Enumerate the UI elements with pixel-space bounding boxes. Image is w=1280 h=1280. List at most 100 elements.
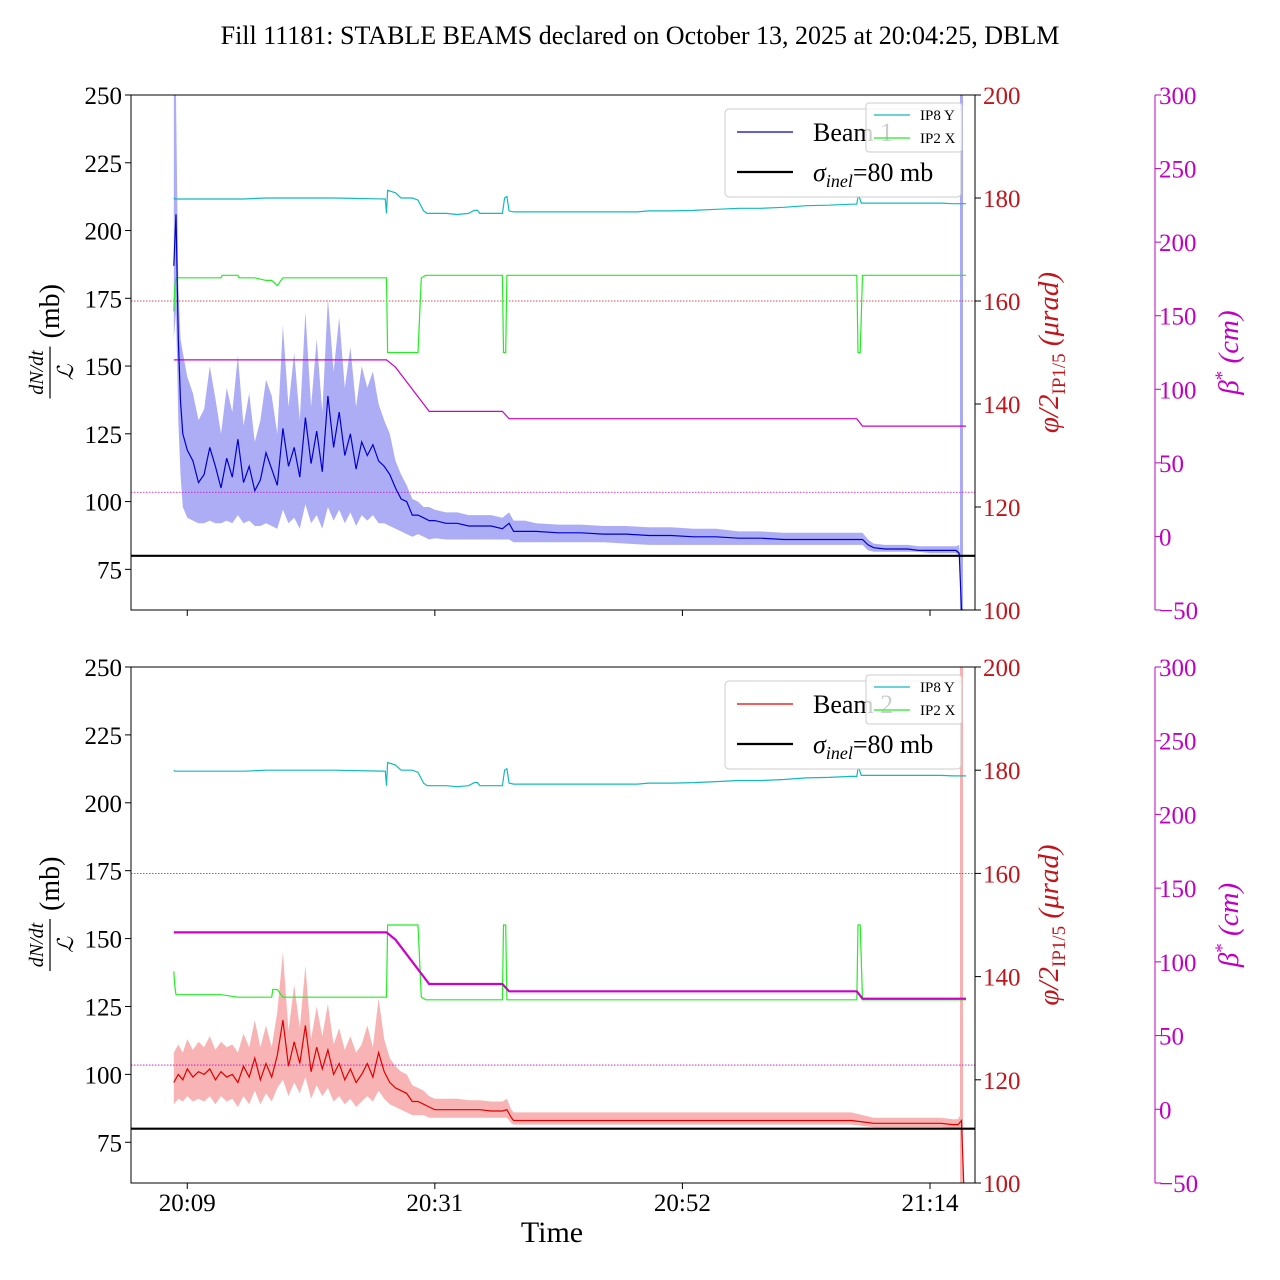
ylabel-right2-main: β bbox=[1213, 952, 1245, 968]
ytick-right2-label: 100 bbox=[1159, 377, 1197, 404]
ytick-right2-label: 100 bbox=[1159, 950, 1197, 977]
ytick-left-label: 100 bbox=[85, 490, 123, 517]
series-beta bbox=[173, 359, 966, 427]
series-rate bbox=[173, 214, 964, 610]
ytick-right1-label: 120 bbox=[983, 1068, 1021, 1095]
ylabel-right2-text: β* (cm) bbox=[1212, 883, 1245, 968]
beam-band bbox=[173, 95, 964, 610]
xtick-label: 20:09 bbox=[159, 1190, 216, 1217]
series-beta bbox=[173, 931, 966, 1000]
ytick-right1-label: 160 bbox=[983, 861, 1021, 888]
ytick-right2-label: 0 bbox=[1159, 524, 1172, 551]
figure-title: Fill 11181: STABLE BEAMS declared on Oct… bbox=[221, 21, 1060, 50]
ytick-right1-label: 180 bbox=[983, 186, 1021, 213]
ylabel-right1-sub: IP1/5 bbox=[1049, 353, 1070, 394]
ytick-left-label: 250 bbox=[85, 83, 123, 110]
ylabel-numerator: dN/dt bbox=[26, 922, 48, 967]
legend-sigma-sym: σ bbox=[813, 730, 827, 759]
ytick-left-label: 100 bbox=[85, 1062, 123, 1089]
plot-frame bbox=[130, 94, 976, 611]
ytick-right2-label: 300 bbox=[1159, 83, 1197, 110]
ytick-left-label: 75 bbox=[97, 557, 122, 584]
y-axis-label-right1: φ/2IP1/5 (μrad) bbox=[1033, 844, 1070, 1005]
legend-ip2-label: IP2 X bbox=[920, 703, 956, 719]
legend-sigma-sub: inel bbox=[826, 743, 853, 763]
ytick-left-label: 175 bbox=[85, 286, 123, 313]
ylabel-right1-unit: (μrad) bbox=[1033, 272, 1065, 353]
ytick-left-label: 125 bbox=[85, 994, 123, 1021]
legend-sigma-rest: =80 mb bbox=[853, 158, 933, 187]
ytick-left-label: 250 bbox=[85, 655, 123, 682]
ytick-left-label: 75 bbox=[97, 1130, 122, 1157]
ytick-left-label: 225 bbox=[85, 151, 123, 178]
ylabel-denominator: ℒ bbox=[53, 936, 78, 953]
legend-sigma-sym: σ bbox=[813, 158, 827, 187]
y-axis-label-left: dN/dt ℒ (mb) bbox=[26, 284, 78, 399]
ylabel-unit: (mb) bbox=[35, 857, 66, 911]
ytick-right2-label: −50 bbox=[1159, 598, 1198, 625]
ytick-right1-label: 180 bbox=[983, 758, 1021, 785]
ytick-right1-label: 140 bbox=[983, 392, 1021, 419]
legend-small: IP8 Y IP2 X bbox=[865, 102, 963, 153]
ylabel-right2-unit: (cm) bbox=[1213, 310, 1245, 370]
ytick-right1-label: 120 bbox=[983, 495, 1021, 522]
ylabel-right2-unit: (cm) bbox=[1213, 883, 1245, 943]
plot-frame bbox=[130, 666, 976, 1184]
ytick-right1-label: 100 bbox=[983, 1171, 1021, 1198]
ytick-left-label: 125 bbox=[85, 422, 123, 449]
ylabel-right2-text: β* (cm) bbox=[1212, 310, 1245, 395]
ytick-right1-label: 100 bbox=[983, 598, 1021, 625]
series-ip8 bbox=[173, 761, 966, 788]
ytick-left-label: 200 bbox=[85, 791, 123, 818]
beam-band bbox=[173, 952, 964, 1183]
ytick-right2-label: 50 bbox=[1159, 1024, 1184, 1051]
ytick-left-label: 225 bbox=[85, 723, 123, 750]
legend-ip2-label: IP2 X bbox=[920, 131, 956, 147]
ylabel-right1-main: φ/2 bbox=[1033, 967, 1065, 1006]
ytick-right2-label: 50 bbox=[1159, 451, 1184, 478]
legend-sigma-rest: =80 mb bbox=[853, 730, 933, 759]
ylabel-right1-main: φ/2 bbox=[1033, 395, 1065, 434]
ylabel-right1-text: φ/2IP1/5 (μrad) bbox=[1033, 272, 1070, 433]
legend-small: IP8 Y IP2 X bbox=[865, 674, 963, 725]
y-axis-label-right1: φ/2IP1/5 (μrad) bbox=[1033, 272, 1070, 433]
legend-sigma-label: σinel=80 mb bbox=[813, 158, 933, 191]
ylabel-right1-text: φ/2IP1/5 (μrad) bbox=[1033, 844, 1070, 1005]
ylabel-unit: (mb) bbox=[35, 284, 66, 338]
y-axis-label-right2: β* (cm) bbox=[1212, 883, 1245, 968]
panel-top: 75 100 125 150 175 200 225 250 100 120 140 160 180 20… bbox=[26, 83, 1245, 625]
legend-ip8-label: IP8 Y bbox=[920, 108, 955, 124]
xtick-label: 21:14 bbox=[902, 1190, 959, 1217]
panel-bottom: 75 100 125 150 175 200 225 250 100 120 140 160 180 20… bbox=[26, 655, 1245, 1217]
ylabel-right1-unit: (μrad) bbox=[1033, 844, 1065, 925]
ylabel-numerator: dN/dt bbox=[26, 350, 48, 395]
y-axis-label-right2: β* (cm) bbox=[1212, 310, 1245, 395]
ytick-right1-label: 160 bbox=[983, 289, 1021, 316]
ylabel-right1-sub: IP1/5 bbox=[1049, 926, 1070, 967]
ytick-left-label: 175 bbox=[85, 859, 123, 886]
series-ip8 bbox=[173, 189, 966, 216]
series-ip2 bbox=[173, 924, 966, 1001]
xtick-label: 20:31 bbox=[406, 1190, 463, 1217]
plot-area bbox=[131, 667, 975, 1183]
ytick-right2-label: 150 bbox=[1159, 876, 1197, 903]
ylabel-right2-main: β bbox=[1213, 380, 1245, 396]
ylabel-right2-sup: * bbox=[1212, 943, 1233, 953]
ytick-right1-label: 140 bbox=[983, 965, 1021, 992]
x-axis-label: Time bbox=[521, 1216, 583, 1249]
y-axis-label-left: dN/dt ℒ (mb) bbox=[26, 857, 78, 971]
series-ip2 bbox=[173, 274, 966, 354]
legend-ip8-label: IP8 Y bbox=[920, 680, 955, 696]
ytick-right2-label: −50 bbox=[1159, 1171, 1198, 1198]
ytick-right2-label: 250 bbox=[1159, 157, 1197, 184]
ytick-left-label: 200 bbox=[85, 219, 123, 246]
ytick-left-label: 150 bbox=[85, 354, 123, 381]
ytick-right2-label: 200 bbox=[1159, 802, 1197, 829]
ylabel-denominator: ℒ bbox=[53, 363, 78, 380]
xtick-label: 20:52 bbox=[654, 1190, 711, 1217]
ytick-right2-label: 300 bbox=[1159, 655, 1197, 682]
ytick-right2-label: 0 bbox=[1159, 1097, 1172, 1124]
ytick-right1-label: 200 bbox=[983, 83, 1021, 110]
ytick-right2-label: 250 bbox=[1159, 729, 1197, 756]
